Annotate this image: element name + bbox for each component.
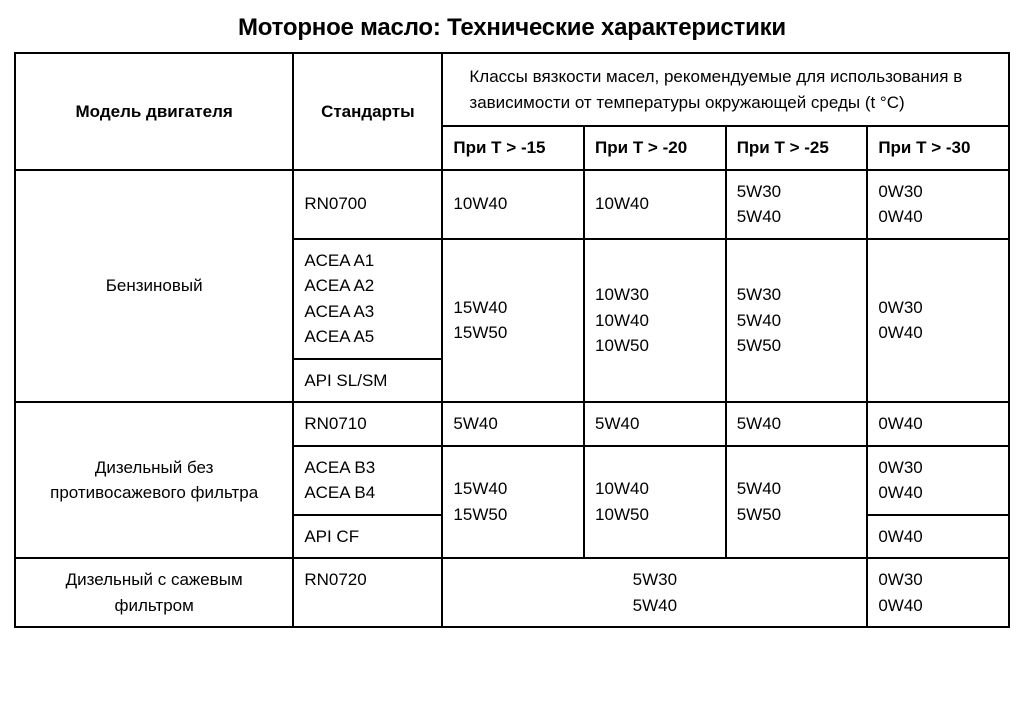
cell-t20: 10W40 [584,170,726,239]
table-header-row: Модель двигателя Стандарты Классы вязкос… [15,53,1009,126]
cell-std: RN0710 [293,402,442,446]
cell-std: RN0700 [293,170,442,239]
cell-t25: 5W40 5W50 [726,446,868,559]
table-row: Дизельный с сажевым фильтром RN0720 5W30… [15,558,1009,627]
cell-t25: 5W30 5W40 [726,170,868,239]
cell-t30: 0W30 0W40 [867,558,1009,627]
col-t15: При Т > -15 [442,126,584,170]
cell-std: API SL/SM [293,359,442,403]
col-t20: При Т > -20 [584,126,726,170]
cell-t25: 5W40 [726,402,868,446]
cell-t30: 0W40 [867,515,1009,559]
cell-std: ACEA B3 ACEA B4 [293,446,442,515]
cell-t20: 10W30 10W40 10W50 [584,239,726,403]
cell-t30: 0W40 [867,402,1009,446]
col-t25: При Т > -25 [726,126,868,170]
page-title: Моторное масло: Технические характеристи… [14,14,1010,42]
cell-std: ACEA A1 ACEA A2 ACEA A3 ACEA A5 [293,239,442,359]
cell-t30: 0W30 0W40 [867,446,1009,515]
cell-t20: 10W40 10W50 [584,446,726,559]
cell-t15: 5W40 [442,402,584,446]
engine-diesel-no-filter: Дизельный без противосажевого фильтра [15,402,293,558]
cell-t20: 5W40 [584,402,726,446]
viscosity-header: Классы вязкости масел, рекомендуемые для… [442,53,1009,126]
col-t30: При Т > -30 [867,126,1009,170]
cell-t30: 0W30 0W40 [867,239,1009,403]
cell-std: RN0720 [293,558,442,627]
spec-table: Модель двигателя Стандарты Классы вязкос… [14,52,1010,628]
cell-t15: 10W40 [442,170,584,239]
table-row: Бензиновый RN0700 10W40 10W40 5W30 5W40 … [15,170,1009,239]
engine-gasoline: Бензиновый [15,170,293,403]
cell-std: API CF [293,515,442,559]
cell-merged: 5W30 5W40 [442,558,867,627]
cell-t30: 0W30 0W40 [867,170,1009,239]
col-engine-header: Модель двигателя [15,53,293,170]
table-row: Дизельный без противосажевого фильтра RN… [15,402,1009,446]
col-standards-header: Стандарты [293,53,442,170]
cell-t25: 5W30 5W40 5W50 [726,239,868,403]
cell-t15: 15W40 15W50 [442,446,584,559]
cell-t15: 15W40 15W50 [442,239,584,403]
engine-diesel-with-filter: Дизельный с сажевым фильтром [15,558,293,627]
